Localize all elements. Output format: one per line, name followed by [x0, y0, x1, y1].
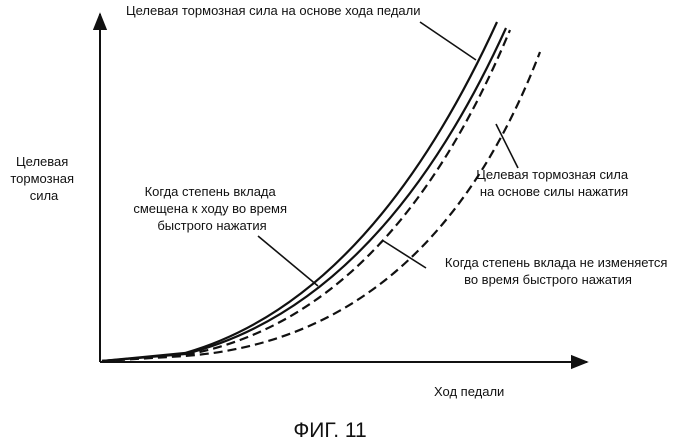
label-force-target: Целевая тормозная сила на основе силы на…	[476, 167, 631, 199]
curve-stroke-target	[101, 21, 499, 363]
label-ratio-shifted: Когда степень вклада смещена к ходу во в…	[133, 184, 290, 233]
x-axis-label: Ход педали	[434, 384, 504, 399]
curve-ratio-shifted	[101, 27, 508, 363]
label-ratio-unchanged: Когда степень вклада не изменяется во вр…	[445, 255, 671, 287]
leader-ratio-unchanged	[381, 239, 427, 269]
figure-caption: ФИГ. 11	[293, 419, 366, 442]
curve-ratio-unchanged	[101, 29, 512, 363]
y-axis-label: Целевая тормозная сила	[10, 154, 77, 203]
leader-ratio-shifted	[257, 235, 319, 287]
leader-force-target	[495, 123, 519, 169]
curve-force-target	[101, 51, 542, 363]
leader-stroke-target	[419, 21, 477, 61]
label-stroke-target: Целевая тормозная сила на основе хода пе…	[126, 3, 421, 18]
